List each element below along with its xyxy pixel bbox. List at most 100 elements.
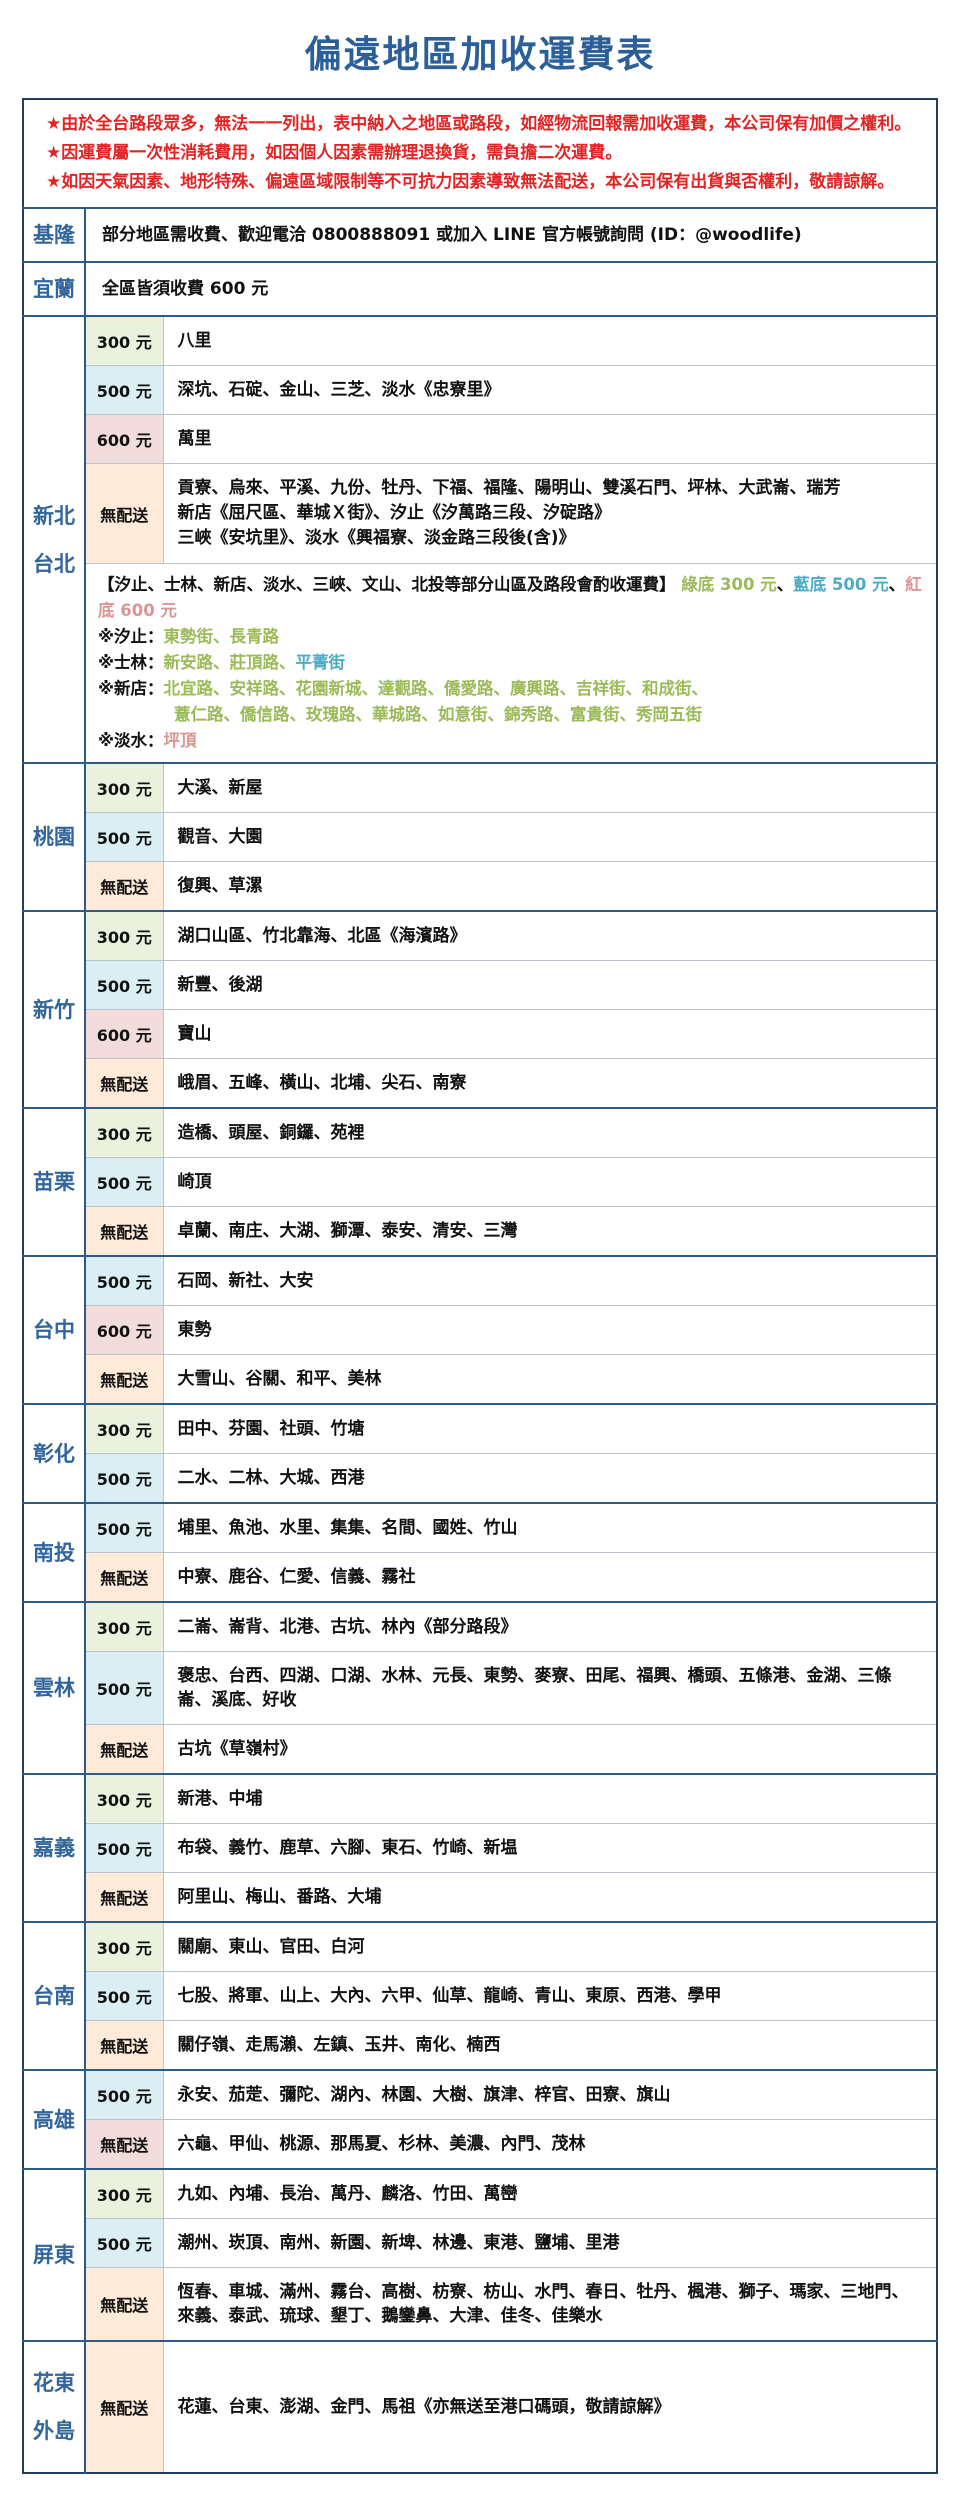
- areas-cell: 大溪、新屋: [162, 762, 938, 813]
- note-streets: 平菁街: [295, 653, 346, 672]
- areas-cell: 新豐、後湖: [162, 960, 938, 1010]
- fee-cell-none: 無配送: [84, 1872, 164, 1923]
- areas-cell: 阿里山、梅山、番路、大埔: [162, 1872, 938, 1923]
- disclaimer-line: ★因運費屬一次性消耗費用，如因個人因素需辦理退換貨，需負擔二次運費。: [46, 143, 623, 163]
- areas-cell: 全區皆須收費 600 元: [84, 261, 938, 317]
- mountain-area-note: 【汐止、士林、新店、淡水、三峽、文山、北投等部分山區及路段會酌收運費】 綠底 3…: [84, 563, 938, 764]
- region-label-yunlin: 雲林: [22, 1601, 86, 1775]
- table-row: 台中 500 元 石岡、新社、大安: [22, 1255, 938, 1405]
- fee-cell-600: 600 元: [84, 414, 164, 464]
- note-header-line: 【汐止、士林、新店、淡水、三峽、文山、北投等部分山區及路段會酌收運費】 綠底 3…: [98, 572, 924, 624]
- areas-cell: 崎頂: [162, 1157, 938, 1207]
- areas-cell: 深坑、石碇、金山、三芝、淡水《忠寮里》: [162, 365, 938, 415]
- table-row: 雲林 300 元 二崙、崙背、北港、古坑、林內《部分路段》: [22, 1601, 938, 1775]
- areas-cell: 六龜、甲仙、桃源、那馬夏、杉林、美濃、內門、茂林: [162, 2119, 938, 2170]
- legend-separator: 、: [888, 575, 906, 594]
- fee-cell-300: 300 元: [84, 2168, 164, 2219]
- fee-cell-none: 無配送: [84, 861, 164, 912]
- region-label-yilan: 宜蘭: [22, 261, 86, 317]
- table-row: 500 元 潮州、崁頂、南州、新園、新埤、林邊、東港、鹽埔、里港: [23, 2218, 938, 2268]
- note-xindian-line: ※新店：北宜路、安祥路、花園新城、達觀路、僑愛路、廣興路、吉祥街、和成街、: [98, 676, 924, 702]
- areas-cell: 潮州、崁頂、南州、新園、新埤、林邊、東港、鹽埔、里港: [162, 2218, 938, 2268]
- table-row: 屏東 300 元 九如、內埔、長治、萬丹、麟洛、竹田、萬巒: [22, 2168, 938, 2342]
- disclaimer-line: ★由於全台路段眾多，無法一一列出，表中納入之地區或路段，如經物流回報需加收運費，…: [46, 114, 912, 134]
- fee-cell-300: 300 元: [84, 1921, 164, 1972]
- table-row: 無配送 關仔嶺、走馬瀨、左鎮、玉井、南化、楠西: [23, 2020, 938, 2071]
- table-row: 無配送 六龜、甲仙、桃源、那馬夏、杉林、美濃、內門、茂林: [23, 2119, 938, 2170]
- areas-line: 貢寮、烏來、平溪、九份、牡丹、下福、福隆、陽明山、雙溪石門、坪林、大武崙、瑞芳: [177, 478, 841, 498]
- table-row: 桃園 300 元 大溪、新屋: [22, 762, 938, 912]
- table-row: 無配送 古坑《草嶺村》: [23, 1724, 938, 1775]
- legend-blue: 藍底 500 元: [793, 575, 889, 594]
- note-xindian-line2: 薏仁路、僑信路、玫瑰路、華城路、如意街、錦秀路、富貴街、秀岡五街: [98, 702, 924, 728]
- fee-cell-600: 600 元: [84, 1009, 164, 1059]
- areas-cell: 中寮、鹿谷、仁愛、信義、霧社: [162, 1552, 938, 1603]
- note-streets: 北宜路、安祥路、花園新城、達觀路、僑愛路、廣興路、吉祥街、和成街、: [163, 679, 709, 698]
- note-prefix: ※士林：: [98, 653, 164, 672]
- areas-line: 三峽《安坑里》、淡水《興福寮、淡金路三段後(含)》: [177, 528, 576, 548]
- disclaimer-box: ★由於全台路段眾多，無法一一列出，表中納入之地區或路段，如經物流回報需加收運費，…: [22, 98, 938, 209]
- fee-cell-500: 500 元: [84, 1651, 164, 1725]
- region-label-chiayi: 嘉義: [22, 1773, 86, 1923]
- table-row: 600 元 萬里: [23, 414, 938, 464]
- table-row: 無配送 阿里山、梅山、番路、大埔: [23, 1872, 938, 1923]
- areas-cell: 東勢: [162, 1305, 938, 1355]
- areas-cell: 大雪山、谷關、和平、美林: [162, 1354, 938, 1405]
- region-label-pingtung: 屏東: [22, 2168, 86, 2342]
- areas-cell: 部分地區需收費、歡迎電洽 0800888091 或加入 LINE 官方帳號詢問 …: [84, 207, 938, 263]
- areas-cell: 關廟、東山、官田、白河: [162, 1921, 938, 1972]
- areas-cell: 花蓮、台東、澎湖、金門、馬祖《亦無送至港口碼頭，敬請諒解》: [162, 2340, 938, 2474]
- fee-cell-500: 500 元: [84, 812, 164, 862]
- fee-cell-500: 500 元: [84, 1453, 164, 1504]
- areas-line: 新店《屈尺區、華城Ｘ街》、汐止《汐萬路三段、汐碇路》: [177, 503, 612, 523]
- fee-cell-300: 300 元: [84, 1773, 164, 1824]
- table-row: 台南 300 元 關廟、東山、官田、白河: [22, 1921, 938, 2071]
- fee-cell-300: 300 元: [84, 315, 164, 366]
- areas-cell: 二崙、崙背、北港、古坑、林內《部分路段》: [162, 1601, 938, 1652]
- legend-separator: 、: [776, 575, 794, 594]
- areas-cell: 寶山: [162, 1009, 938, 1059]
- areas-cell: 八里: [162, 315, 938, 366]
- table-row: 無配送 貢寮、烏來、平溪、九份、牡丹、下福、福隆、陽明山、雙溪石門、坪林、大武崙…: [23, 463, 938, 564]
- fee-cell-500: 500 元: [84, 1823, 164, 1873]
- region-label-kaohsiung: 高雄: [22, 2069, 86, 2170]
- table-row: 宜蘭 全區皆須收費 600 元: [22, 261, 938, 317]
- fee-cell-300: 300 元: [84, 910, 164, 961]
- region-label-miaoli: 苗栗: [22, 1107, 86, 1257]
- disclaimer-row: ★由於全台路段眾多，無法一一列出，表中納入之地區或路段，如經物流回報需加收運費，…: [22, 98, 938, 209]
- table-row: 600 元 東勢: [23, 1305, 938, 1355]
- table-row: 苗栗 300 元 造橋、頭屋、銅鑼、苑裡: [22, 1107, 938, 1257]
- table-row: 【汐止、士林、新店、淡水、三峽、文山、北投等部分山區及路段會酌收運費】 綠底 3…: [23, 563, 938, 764]
- table-row: 新北 台北 300 元 八里: [22, 315, 938, 764]
- region-label-tainan: 台南: [22, 1921, 86, 2071]
- areas-cell: 九如、內埔、長治、萬丹、麟洛、竹田、萬巒: [162, 2168, 938, 2219]
- areas-cell: 恆春、車城、滿州、霧台、高樹、枋寮、枋山、水門、春日、牡丹、楓港、獅子、瑪家、三…: [162, 2267, 938, 2342]
- region-label-taichung: 台中: [22, 1255, 86, 1405]
- fee-cell-500: 500 元: [84, 1157, 164, 1207]
- region-label-changhua: 彰化: [22, 1403, 86, 1504]
- table-row: 500 元 崎頂: [23, 1157, 938, 1207]
- fee-cell-500: 500 元: [84, 365, 164, 415]
- note-xizhi-line: ※汐止：東勢街、長青路: [98, 624, 924, 650]
- areas-cell: 新港、中埔: [162, 1773, 938, 1824]
- fee-cell-none: 無配送: [84, 463, 164, 564]
- areas-cell: 卓蘭、南庄、大湖、獅潭、泰安、清安、三灣: [162, 1206, 938, 1257]
- areas-cell: 關仔嶺、走馬瀨、左鎮、玉井、南化、楠西: [162, 2020, 938, 2071]
- fee-cell-300: 300 元: [84, 1601, 164, 1652]
- table-row: 500 元 二水、二林、大城、西港: [23, 1453, 938, 1504]
- fee-cell-500: 500 元: [84, 1971, 164, 2021]
- areas-cell: 石岡、新社、大安: [162, 1255, 938, 1306]
- note-streets: 坪頂: [163, 731, 197, 750]
- areas-cell: 埔里、魚池、水里、集集、名間、國姓、竹山: [162, 1502, 938, 1553]
- legend-red: 紅底 600 元: [98, 575, 922, 620]
- note-prefix: ※淡水：: [98, 731, 164, 750]
- region-label-keelung: 基隆: [22, 207, 86, 263]
- table-row: 新竹 300 元 湖口山區、竹北靠海、北區《海濱路》: [22, 910, 938, 1109]
- areas-cell: 貢寮、烏來、平溪、九份、牡丹、下福、福隆、陽明山、雙溪石門、坪林、大武崙、瑞芳 …: [162, 463, 938, 564]
- fee-cell-500: 500 元: [84, 960, 164, 1010]
- table-row: 500 元 觀音、大園: [23, 812, 938, 862]
- fee-cell-none: 無配送: [84, 1206, 164, 1257]
- areas-cell: 褒忠、台西、四湖、口湖、水林、元長、東勢、麥寮、田尾、福興、橋頭、五條港、金湖、…: [162, 1651, 938, 1725]
- fee-cell-500: 500 元: [84, 1502, 164, 1553]
